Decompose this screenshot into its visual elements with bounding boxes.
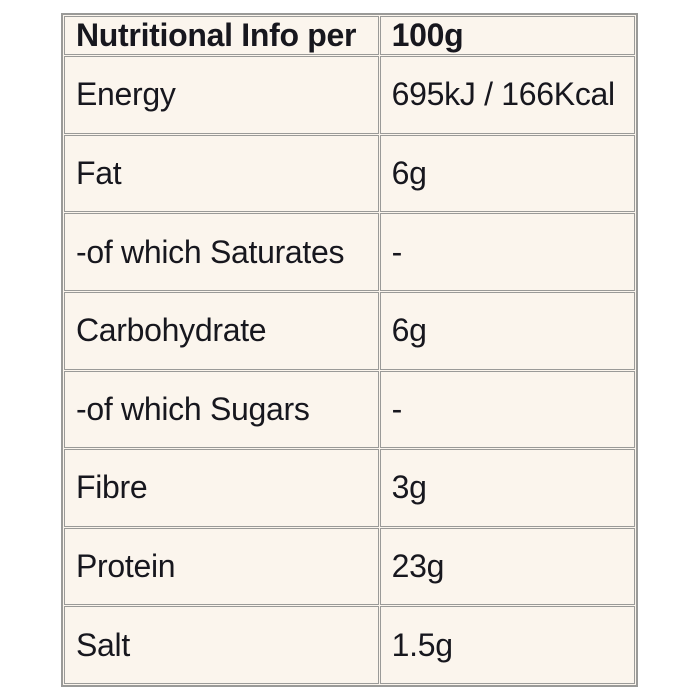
nutrient-label-cell: Carbohydrate xyxy=(64,291,379,370)
table-row: Energy 695kJ / 166Kcal xyxy=(64,56,635,134)
nutrient-value-cell: 3g xyxy=(379,449,635,527)
table-row: -of which Sugars - xyxy=(64,370,635,449)
table-header-row: Nutritional Info per 100g xyxy=(64,16,635,55)
table-row: Protein 23g xyxy=(64,527,635,606)
table-row: Fibre 3g xyxy=(64,449,635,527)
nutrient-value-cell: 23g xyxy=(379,527,635,606)
nutrient-value-cell: 695kJ / 166Kcal xyxy=(379,56,635,134)
nutrient-value-cell: - xyxy=(379,370,635,449)
table-row: Salt 1.5g xyxy=(64,606,635,684)
header-label-cell: Nutritional Info per xyxy=(64,16,379,55)
nutrient-value-cell: 6g xyxy=(379,134,635,213)
table-body: Energy 695kJ / 166Kcal Fat 6g -of which Satu… xyxy=(64,56,635,684)
nutrient-label-cell: Fibre xyxy=(64,449,379,527)
table-header: Nutritional Info per 100g xyxy=(64,16,635,55)
table-row: Carbohydrate 6g xyxy=(64,291,635,370)
nutrient-label-cell: -of which Saturates xyxy=(64,213,379,291)
table-row: Fat 6g xyxy=(64,134,635,213)
nutrient-label-cell: Protein xyxy=(64,527,379,606)
nutrient-value-cell: 6g xyxy=(379,291,635,370)
nutrient-value-cell: 1.5g xyxy=(379,606,635,684)
nutrient-label-cell: Energy xyxy=(64,56,379,134)
nutrient-label-cell: Fat xyxy=(64,134,379,213)
header-value-cell: 100g xyxy=(379,16,635,55)
nutrient-label-cell: Salt xyxy=(64,606,379,684)
nutrient-label-cell: -of which Sugars xyxy=(64,370,379,449)
nutrition-table: Nutritional Info per 100g Energy 695kJ / … xyxy=(61,13,638,687)
table-row: -of which Saturates - xyxy=(64,213,635,291)
nutrient-value-cell: - xyxy=(379,213,635,291)
